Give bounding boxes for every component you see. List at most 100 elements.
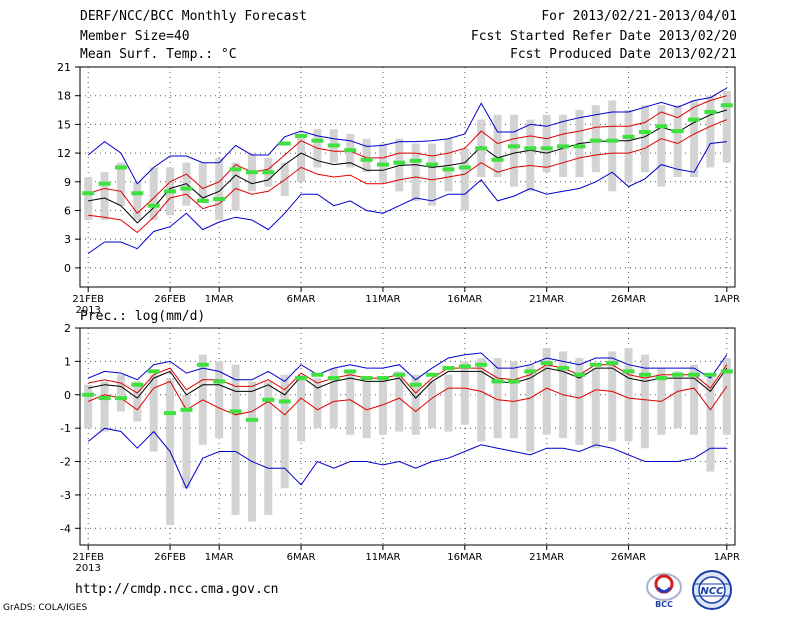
- ensemble-mean-mark: [704, 109, 717, 114]
- ensemble-mean-mark: [458, 165, 471, 170]
- ensemble-mean-mark: [164, 189, 177, 194]
- series-upper-outer-band: [87, 87, 728, 185]
- ensemble-mean-mark: [606, 138, 619, 143]
- ensemble-mean-mark: [114, 396, 127, 401]
- range-bar: [133, 381, 142, 422]
- range-bar: [542, 114, 551, 173]
- ensemble-mean-mark: [98, 181, 111, 186]
- x-tick-label: 26MAR: [611, 552, 646, 563]
- x-tick-label: 11MAR: [365, 552, 400, 563]
- ensemble-mean-mark: [114, 165, 127, 170]
- range-bar: [460, 148, 469, 211]
- range-bar: [264, 381, 273, 515]
- ensemble-mean-mark: [638, 130, 651, 135]
- ensemble-mean-mark: [213, 379, 226, 384]
- ensemble-mean-mark: [671, 129, 684, 134]
- range-bar: [100, 381, 109, 432]
- ensemble-mean-mark: [606, 361, 619, 366]
- ensemble-mean-mark: [376, 376, 389, 381]
- range-bar: [493, 358, 502, 439]
- ncc-logo: NCC: [692, 570, 732, 610]
- range-bar: [378, 378, 387, 435]
- range-bar: [411, 374, 420, 435]
- range-bar: [722, 358, 731, 435]
- x-tick-label: 1APR: [714, 294, 740, 305]
- ensemble-mean-mark: [622, 369, 635, 374]
- range-bar: [706, 374, 715, 472]
- ncc-logo-emblem: [692, 570, 732, 610]
- series-lower-outer-band: [87, 427, 727, 490]
- ensemble-mean-mark: [245, 170, 258, 175]
- x-tick-label: 26MAR: [611, 294, 646, 305]
- range-bar: [657, 105, 666, 187]
- produced-date: Fcst Produced Date 2013/02/21: [510, 47, 737, 62]
- range-bar: [428, 143, 437, 206]
- y-tick-label: 18: [57, 90, 71, 103]
- bcc-logo-emblem: [646, 573, 682, 601]
- x-tick-label: 6MAR: [287, 294, 316, 305]
- series-median: [88, 109, 727, 224]
- range-bar: [215, 361, 224, 439]
- plot-frame: [79, 327, 736, 546]
- ensemble-mean-mark: [82, 191, 95, 196]
- ensemble-mean-mark: [262, 170, 275, 175]
- range-bar: [116, 162, 125, 206]
- ensemble-mean-mark: [278, 399, 291, 404]
- series-lower-inner-band: [88, 119, 727, 234]
- ensemble-mean-mark: [360, 157, 373, 162]
- range-bar: [690, 364, 699, 435]
- ensemble-mean-mark: [458, 364, 471, 369]
- range-bar: [640, 354, 649, 449]
- y-tick-label: 0: [64, 389, 71, 402]
- range-bar: [624, 348, 633, 442]
- ensemble-mean-mark: [557, 366, 570, 371]
- source-url[interactable]: http://cmdp.ncc.cma.gov.cn: [75, 582, 279, 597]
- range-bar: [526, 364, 535, 452]
- range-bar: [247, 381, 256, 522]
- panel-2: -4 -3 -2 -1 0 1 2 21FEB 26FEB 1MAR 6MAR 11MAR 16MAR 2…: [60, 309, 740, 574]
- series-upper-inner-band: [88, 364, 728, 394]
- ensemble-mean-mark: [311, 138, 324, 143]
- ncc-logo-text: NCC: [700, 586, 724, 597]
- range-bar: [297, 133, 306, 182]
- ensemble-mean-mark: [131, 382, 144, 387]
- ensemble-mean-mark: [180, 407, 193, 412]
- range-bar: [509, 361, 518, 439]
- range-bar: [395, 371, 404, 432]
- range-bar: [149, 167, 158, 221]
- ensemble-mean-mark: [540, 361, 553, 366]
- variable-label: Mean Surf. Temp.: °C: [80, 47, 237, 62]
- ensemble-mean-mark: [82, 392, 95, 397]
- x-tick-label: 21FEB: [72, 294, 104, 305]
- range-bar: [640, 105, 649, 173]
- series-lower-inner-band: [88, 380, 728, 416]
- ensemble-mean-mark: [442, 167, 455, 172]
- range-bar: [673, 105, 682, 177]
- ensemble-mean-mark: [147, 203, 160, 208]
- range-bar: [297, 374, 306, 442]
- series-upper-outer-band: [88, 352, 728, 383]
- ensemble-mean-mark: [589, 362, 602, 367]
- ensemble-mean-mark: [180, 186, 193, 191]
- range-bar: [591, 368, 600, 449]
- x-tick-label: 11MAR: [365, 294, 400, 305]
- ensemble-mean-mark: [671, 372, 684, 377]
- range-bar: [608, 100, 617, 192]
- ensemble-mean-mark: [409, 382, 422, 387]
- ensemble-mean-mark: [393, 160, 406, 165]
- ensemble-mean-mark: [196, 198, 209, 203]
- range-bar: [362, 138, 371, 173]
- ensemble-mean-mark: [327, 143, 340, 148]
- range-bar: [608, 351, 617, 442]
- bcc-logo: BCC: [646, 573, 682, 609]
- ensemble-mean-mark: [491, 157, 504, 162]
- ensemble-mean-mark: [524, 369, 537, 374]
- ensemble-mean-mark: [164, 411, 177, 416]
- ensemble-mean-mark: [491, 379, 504, 384]
- x-tick-label: 26FEB: [154, 552, 186, 563]
- panel-1: 0 3 6 9 12 15 18 21 21FEB 26FEB 1MAR 6MAR 11MAR 16MAR…: [57, 61, 740, 316]
- range-bar: [706, 95, 715, 168]
- range-bar: [182, 394, 191, 489]
- range-bar: [460, 361, 469, 425]
